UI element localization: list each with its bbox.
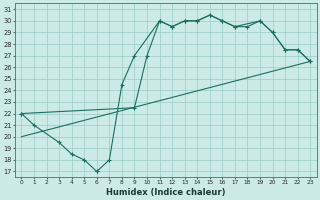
X-axis label: Humidex (Indice chaleur): Humidex (Indice chaleur) (106, 188, 226, 197)
